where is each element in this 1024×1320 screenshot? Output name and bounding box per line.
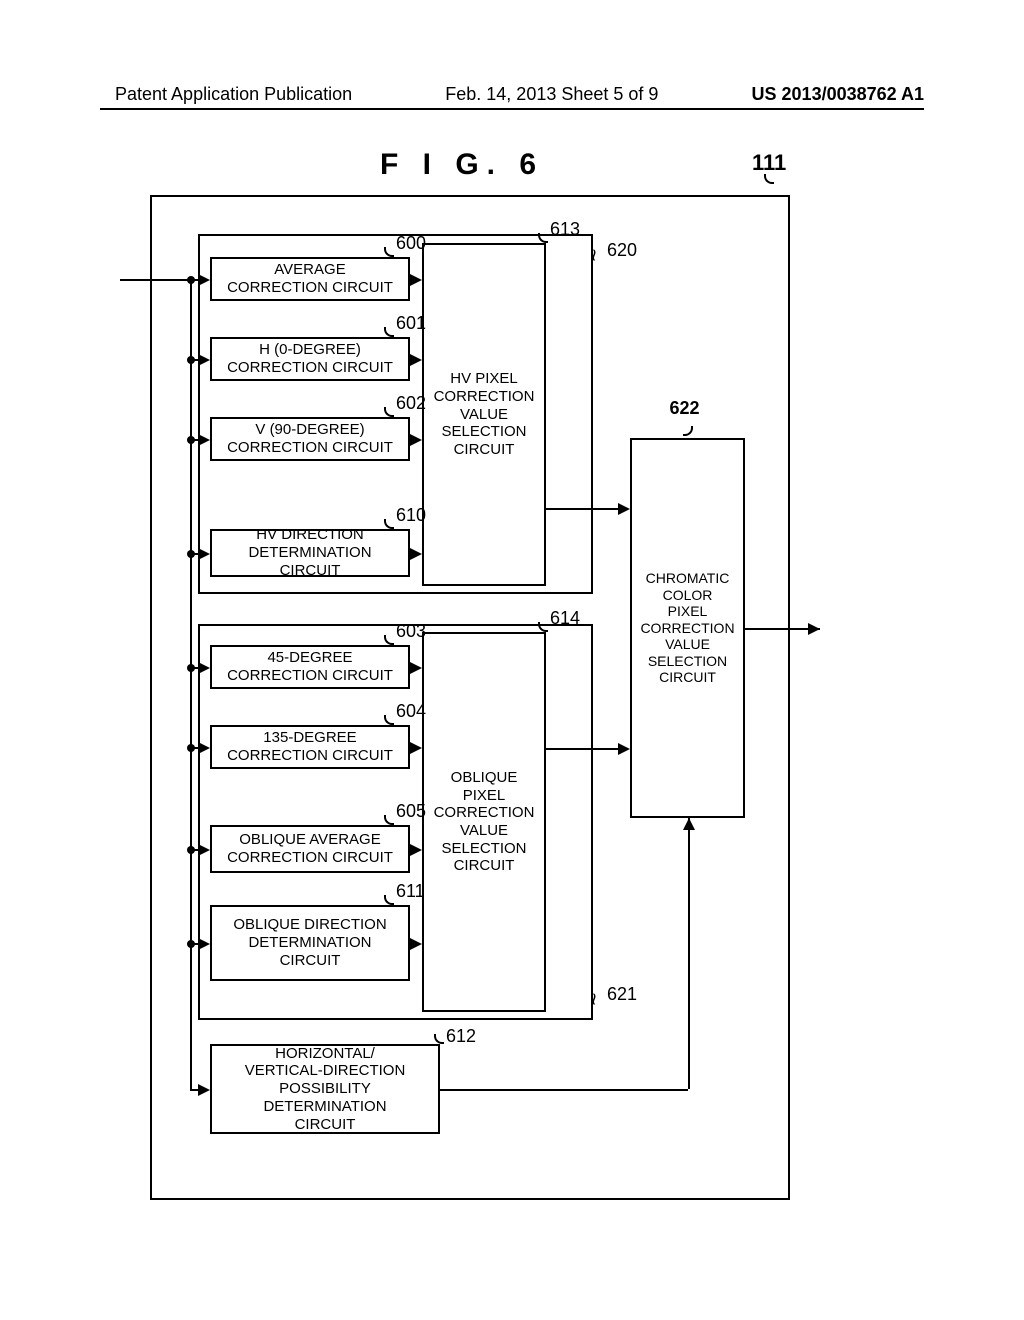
ref-614: 614 xyxy=(550,608,580,629)
block-601-h-correction: H (0-DEGREE)CORRECTION CIRCUIT xyxy=(210,337,410,381)
block-603-45deg-correction: 45-DEGREECORRECTION CIRCUIT xyxy=(210,645,410,689)
block-622-chromatic-selection: CHROMATICCOLORPIXELCORRECTIONVALUESELECT… xyxy=(630,438,745,818)
block-610-hv-direction: HV DIRECTIONDETERMINATION CIRCUIT xyxy=(210,529,410,577)
ref-605: 605 xyxy=(396,801,426,822)
block-600-average-correction: AVERAGECORRECTION CIRCUIT xyxy=(210,257,410,301)
ref-603: 603 xyxy=(396,621,426,642)
ref-602: 602 xyxy=(396,393,426,414)
block-613-hv-pixel-selection: HV PIXELCORRECTIONVALUESELECTIONCIRCUIT xyxy=(422,243,546,586)
block-614-oblique-pixel-selection: OBLIQUE PIXELCORRECTIONVALUESELECTIONCIR… xyxy=(422,632,546,1012)
block-604-135deg-correction: 135-DEGREECORRECTION CIRCUIT xyxy=(210,725,410,769)
figure-title: F I G. 6 xyxy=(380,148,544,182)
ref-604: 604 xyxy=(396,701,426,722)
block-605-oblique-average: OBLIQUE AVERAGECORRECTION CIRCUIT xyxy=(210,825,410,873)
ref-600: 600 xyxy=(396,233,426,254)
ref-601: 601 xyxy=(396,313,426,334)
ref-611: 611 xyxy=(396,881,425,902)
block-602-v-correction: V (90-DEGREE)CORRECTION CIRCUIT xyxy=(210,417,410,461)
block-612-hv-possibility: HORIZONTAL/VERTICAL-DIRECTIONPOSSIBILITY… xyxy=(210,1044,440,1134)
ref-622: 622 xyxy=(670,398,700,419)
lead-621: ~ xyxy=(582,993,604,1006)
header-date: Feb. 14, 2013 Sheet 5 of 9 xyxy=(445,84,658,105)
ref-613: 613 xyxy=(550,219,580,240)
ref-621: 621 xyxy=(607,984,637,1005)
ref-610: 610 xyxy=(396,505,426,526)
outer-ref-111: 111 xyxy=(752,150,786,176)
lead-620: ~ xyxy=(582,249,604,262)
header-pub: Patent Application Publication xyxy=(115,84,352,105)
header-rule xyxy=(100,108,924,110)
ref-612: 612 xyxy=(446,1026,476,1047)
block-611-oblique-direction: OBLIQUE DIRECTIONDETERMINATIONCIRCUIT xyxy=(210,905,410,981)
header-num: US 2013/0038762 A1 xyxy=(752,84,924,105)
outer-ref-lead xyxy=(764,174,774,184)
ref-620: 620 xyxy=(607,240,637,261)
page-header: Patent Application Publication Feb. 14, … xyxy=(0,84,1024,105)
